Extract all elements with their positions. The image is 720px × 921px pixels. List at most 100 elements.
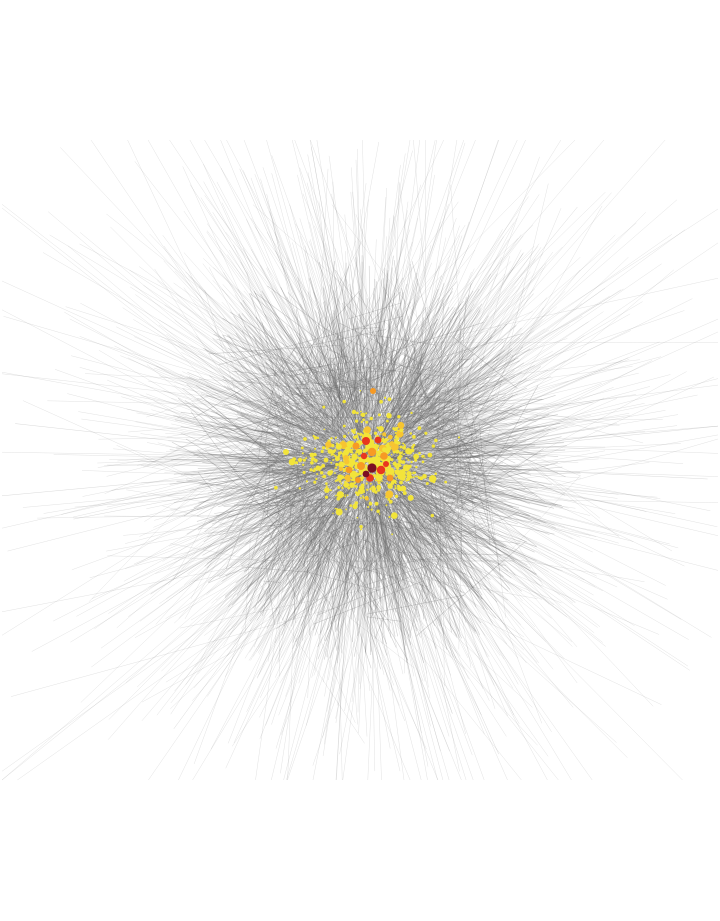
edge	[425, 399, 506, 490]
edge	[409, 522, 476, 561]
edge	[232, 498, 396, 747]
edge	[250, 388, 327, 440]
edge	[179, 488, 324, 593]
edge	[238, 453, 358, 458]
edge	[396, 505, 402, 579]
node	[394, 432, 397, 434]
edge	[247, 427, 342, 461]
edge	[67, 245, 287, 432]
edge	[457, 461, 463, 509]
edge	[399, 277, 524, 441]
edge	[148, 380, 346, 424]
node	[384, 396, 387, 399]
edge	[299, 550, 429, 588]
node	[396, 430, 404, 438]
node	[386, 413, 392, 419]
edge	[366, 270, 460, 396]
edge	[392, 574, 405, 601]
edge	[306, 261, 352, 449]
node	[335, 494, 337, 497]
edge	[344, 495, 376, 712]
edge	[472, 183, 549, 501]
edge	[368, 342, 388, 383]
edge	[408, 536, 421, 564]
edge	[342, 495, 382, 781]
edge	[383, 520, 660, 635]
edge	[296, 474, 346, 571]
edge	[379, 361, 446, 374]
edge	[402, 455, 462, 593]
edge	[376, 490, 428, 781]
edge	[397, 463, 708, 480]
edge	[364, 496, 421, 638]
edge	[343, 301, 425, 398]
edge	[260, 483, 348, 536]
edge	[374, 504, 563, 572]
edge	[403, 497, 512, 579]
edge	[146, 442, 342, 480]
edge	[289, 504, 328, 519]
edge	[297, 277, 338, 439]
edge	[359, 315, 401, 425]
edge	[225, 448, 297, 495]
edge	[60, 147, 353, 459]
edge	[393, 464, 472, 512]
edge	[256, 414, 322, 433]
edge	[373, 485, 390, 558]
edge	[88, 434, 249, 602]
node	[392, 461, 397, 466]
edge	[348, 139, 605, 442]
node	[338, 461, 345, 468]
edge	[414, 444, 442, 554]
edge	[238, 459, 341, 543]
edge	[211, 501, 360, 649]
edge	[196, 469, 323, 510]
node	[382, 439, 387, 444]
edge	[235, 427, 353, 445]
edge	[370, 465, 461, 524]
edge	[421, 386, 537, 422]
edge	[394, 303, 442, 445]
node	[343, 482, 350, 488]
edge	[121, 396, 356, 464]
edge	[294, 139, 398, 418]
edge	[174, 463, 365, 692]
edge	[353, 342, 357, 458]
edge	[240, 473, 337, 507]
edge	[353, 308, 399, 448]
edge	[116, 445, 272, 515]
edge	[468, 433, 566, 478]
edge	[265, 417, 323, 525]
edge	[351, 517, 457, 581]
edge	[373, 360, 418, 453]
edge	[296, 452, 347, 575]
edge	[286, 355, 328, 435]
edge	[278, 519, 366, 662]
edge	[423, 344, 539, 411]
edge	[387, 330, 535, 457]
edge	[369, 218, 457, 454]
edge	[257, 483, 333, 604]
edge	[361, 261, 365, 419]
edge	[408, 426, 498, 490]
edge	[401, 449, 531, 505]
edge	[311, 509, 385, 574]
edge	[405, 242, 719, 455]
edge	[104, 515, 344, 519]
edge	[374, 473, 457, 659]
edge	[227, 504, 280, 517]
node	[335, 436, 338, 439]
edge	[316, 261, 335, 384]
edge	[391, 486, 446, 526]
edge	[328, 139, 444, 389]
edge	[338, 500, 350, 578]
edge	[358, 471, 398, 604]
edge	[375, 236, 387, 440]
edge	[336, 306, 427, 425]
edge	[369, 142, 466, 446]
edge	[358, 545, 465, 594]
node	[359, 390, 362, 392]
edge	[245, 510, 322, 598]
edge	[313, 509, 378, 676]
edge	[236, 413, 348, 466]
